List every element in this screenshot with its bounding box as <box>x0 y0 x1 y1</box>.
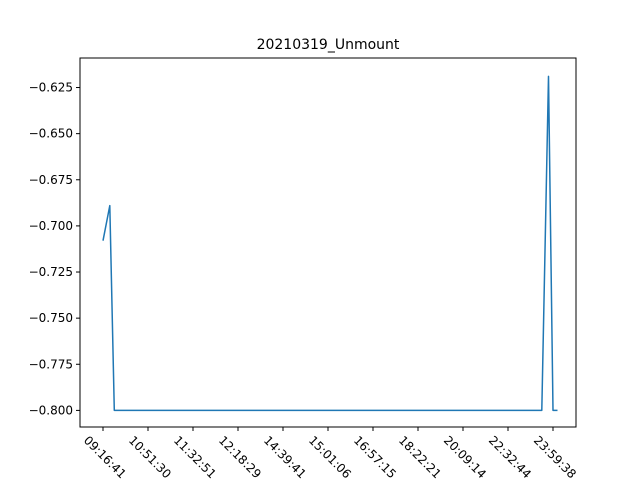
y-tick-label: −0.650 <box>29 127 73 141</box>
axes-frame <box>79 57 577 428</box>
y-tick-label: −0.750 <box>29 311 73 325</box>
series-line <box>102 75 558 412</box>
y-tick-label: −0.700 <box>29 219 73 233</box>
y-tick-label: −0.675 <box>29 173 73 187</box>
y-tick-label: −0.775 <box>29 357 73 371</box>
y-tick-label: −0.800 <box>29 403 73 417</box>
chart-title: 20210319_Unmount <box>257 37 400 53</box>
y-tick-label: −0.725 <box>29 265 73 279</box>
y-tick-label: −0.625 <box>29 81 73 95</box>
